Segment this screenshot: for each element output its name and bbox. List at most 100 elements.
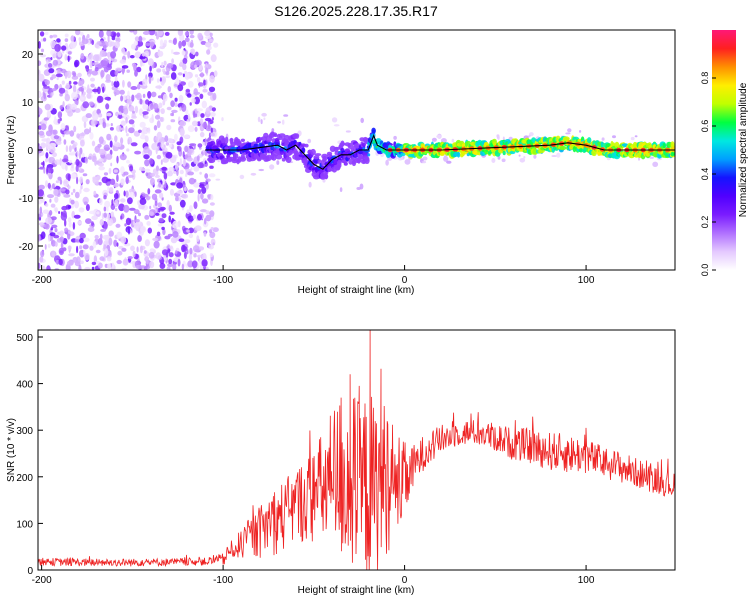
heatmap-cell (308, 181, 312, 188)
snr-y-axis-label: SNR (10 * v/v) (6, 418, 17, 482)
heatmap-cell (106, 263, 112, 269)
heatmap-cell (98, 118, 103, 125)
heatmap-cell (64, 54, 68, 61)
heatmap-cell (193, 143, 196, 150)
heatmap-cell (103, 212, 107, 218)
heatmap-cell (171, 58, 175, 64)
heatmap-cell (144, 168, 151, 172)
heatmap-cell (120, 166, 125, 175)
heatmap-cell (148, 30, 156, 36)
heatmap-cell (39, 31, 45, 37)
heatmap-cell (123, 51, 128, 56)
heatmap-cell (156, 131, 163, 140)
heatmap-cell (208, 173, 216, 178)
heatmap-cell (205, 36, 212, 39)
heatmap-cell (343, 162, 348, 166)
heatmap-cell (147, 188, 151, 195)
heatmap-cell (156, 78, 160, 83)
heatmap-cell (70, 199, 75, 205)
heatmap-cell (162, 157, 169, 163)
heatmap-cell (50, 57, 53, 61)
heatmap-cell (108, 167, 112, 175)
heatmap-cell (436, 134, 442, 139)
heatmap-cell (179, 62, 184, 66)
heatmap-cell (114, 92, 117, 97)
heatmap-cell (189, 102, 192, 106)
heatmap-cell (559, 145, 567, 151)
heatmap-cell (47, 243, 51, 248)
heatmap-cell (185, 173, 188, 177)
heatmap-cell (71, 75, 79, 80)
heatmap-cell (153, 240, 160, 249)
heatmap-cell (169, 92, 173, 99)
heatmap-cell (83, 201, 88, 206)
heatmap-cell (202, 88, 208, 93)
heatmap-cell (496, 134, 500, 138)
heatmap-cell (127, 81, 132, 88)
heatmap-cell (161, 226, 165, 231)
heatmap-cell (183, 134, 191, 139)
heatmap-cell (41, 138, 49, 142)
heatmap-cell (88, 101, 94, 107)
heatmap-cell (91, 261, 97, 266)
x-tick-label: 0 (402, 575, 408, 586)
heatmap-cell (168, 204, 172, 212)
heatmap-cell (451, 138, 455, 143)
heatmap-cell (136, 246, 139, 253)
heatmap-cell (39, 206, 43, 215)
y-tick-label: -10 (19, 194, 34, 205)
heatmap-cell (67, 217, 72, 223)
heatmap-cell (113, 239, 118, 247)
heatmap-cell (132, 110, 135, 114)
heatmap-cell (75, 30, 81, 36)
heatmap-cell (147, 227, 152, 234)
heatmap-cell (167, 233, 173, 237)
x-tick-label: 0 (402, 275, 408, 286)
heatmap-cell (117, 250, 123, 256)
heatmap-cell (163, 39, 168, 45)
heatmap-cell (170, 138, 173, 143)
heatmap-cell (120, 198, 126, 203)
heatmap-cell (121, 67, 125, 75)
heatmap-cell (111, 81, 114, 87)
heatmap-cell (85, 179, 90, 185)
heatmap-cell (163, 60, 167, 66)
heatmap-cell (53, 135, 60, 140)
heatmap-cell (189, 247, 193, 255)
heatmap-cell (153, 125, 158, 131)
heatmap-cell (174, 97, 178, 102)
heatmap-cell (216, 147, 221, 154)
heatmap-cell (42, 160, 45, 168)
heatmap-cell (189, 205, 193, 212)
colorbar-tick-label: 0.8 (700, 72, 710, 85)
heatmap-cell (361, 142, 366, 147)
heatmap-cell (204, 30, 211, 37)
heatmap-cell (183, 186, 187, 192)
heatmap-cell (86, 93, 92, 99)
heatmap-cell (62, 158, 69, 163)
x-tick-label: -200 (32, 275, 52, 286)
heatmap-cell (76, 245, 79, 254)
heatmap-cell (119, 59, 127, 64)
heatmap-cell (208, 38, 214, 43)
heatmap-cell (601, 137, 605, 141)
heatmap-cell (184, 72, 190, 80)
heatmap-cell (197, 188, 202, 195)
heatmap-cell (64, 33, 69, 38)
heatmap-cell (99, 233, 103, 240)
heatmap-cell (44, 223, 50, 230)
heatmap-cell (174, 133, 178, 141)
heatmap-cell (161, 61, 164, 68)
heatmap-cell (98, 162, 104, 167)
heatmap-cell (193, 201, 198, 209)
heatmap-cell (169, 211, 175, 215)
heatmap-cell (137, 235, 142, 242)
heatmap-cell (269, 164, 275, 170)
heatmap-cell (142, 193, 149, 197)
heatmap-cell (108, 230, 114, 237)
y-tick-label: 500 (16, 333, 33, 344)
heatmap-cell (65, 145, 69, 153)
heatmap-cell (130, 245, 135, 252)
heatmap-cell (82, 237, 90, 242)
heatmap-cell (154, 174, 160, 178)
